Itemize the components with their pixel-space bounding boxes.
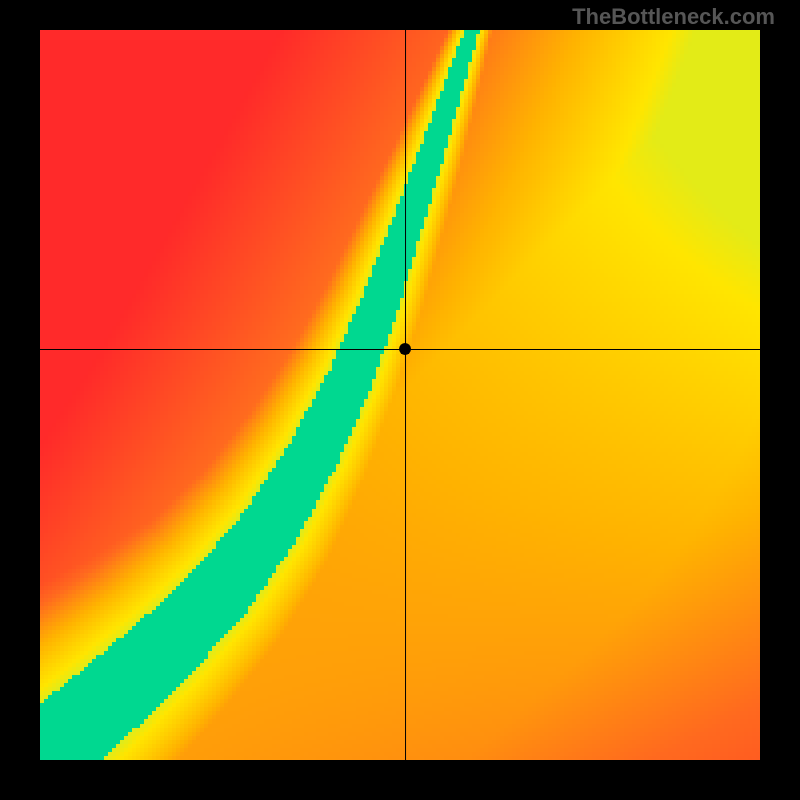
bottleneck-heatmap xyxy=(0,0,800,800)
watermark-text: TheBottleneck.com xyxy=(572,4,775,30)
